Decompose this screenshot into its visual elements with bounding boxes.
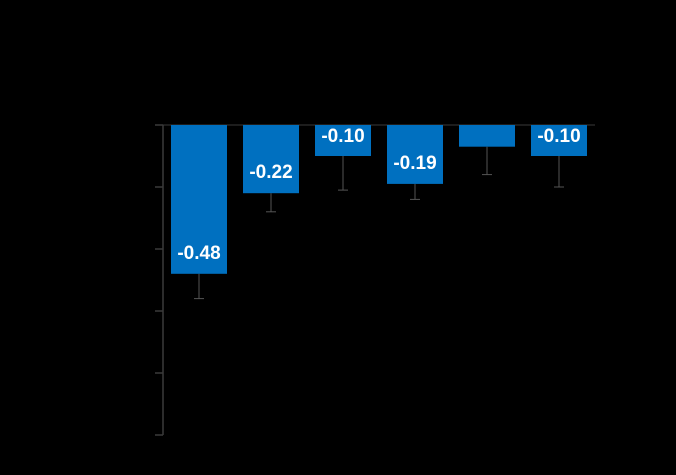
bar	[171, 125, 227, 274]
bar	[531, 125, 587, 156]
value-label: -0.19	[393, 153, 436, 174]
bar	[315, 125, 371, 156]
bar	[243, 125, 299, 194]
value-label: -0.48	[177, 243, 220, 264]
value-label: -0.22	[249, 162, 292, 183]
bar	[459, 125, 515, 147]
bar	[387, 125, 443, 184]
value-label: -0.10	[537, 126, 580, 147]
value-label: -0.10	[321, 126, 364, 147]
